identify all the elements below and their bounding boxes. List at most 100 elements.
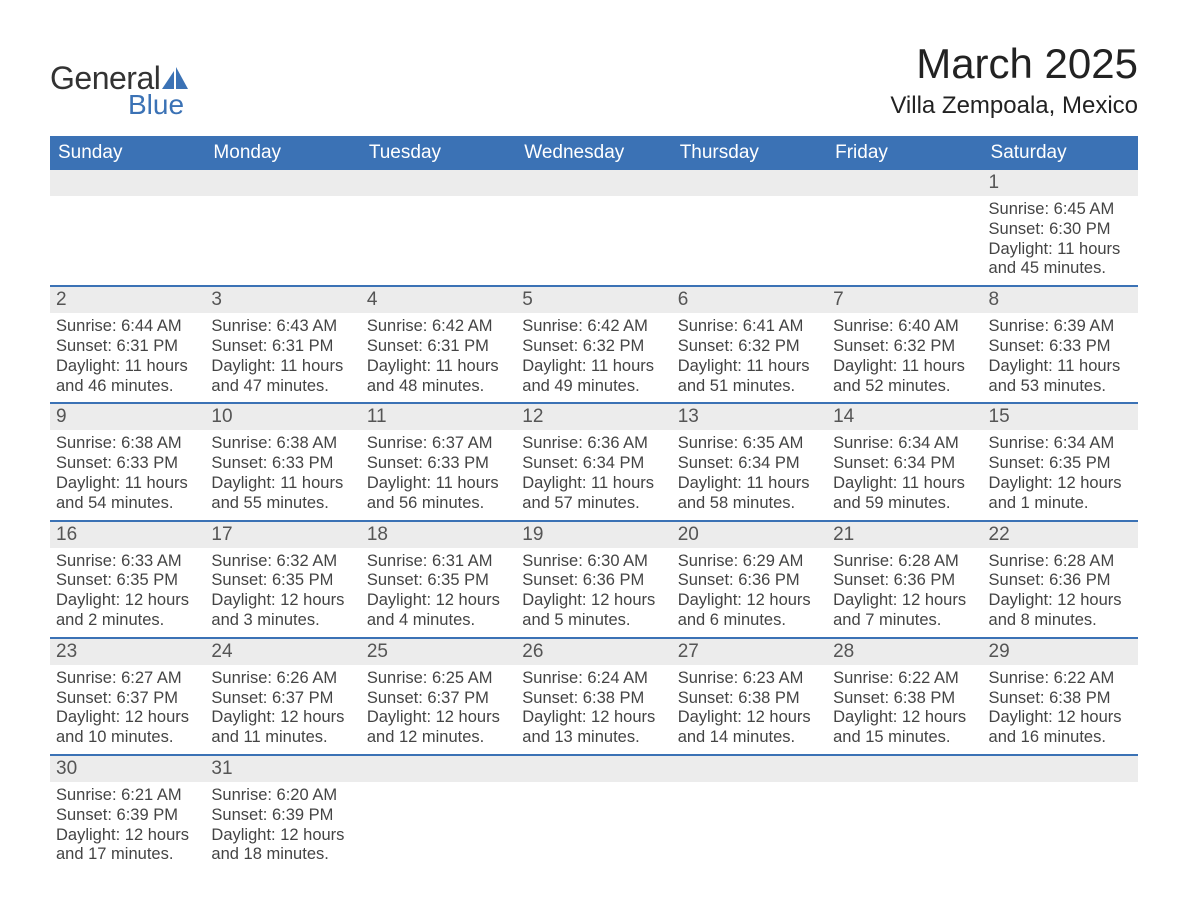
day-details: Sunrise: 6:35 AMSunset: 6:34 PMDaylight:… xyxy=(672,430,827,519)
day-daylight2: and 12 minutes. xyxy=(367,728,510,748)
calendar-week-row: 9Sunrise: 6:38 AMSunset: 6:33 PMDaylight… xyxy=(50,403,1138,520)
day-number: 27 xyxy=(672,639,827,665)
day-sunset: Sunset: 6:32 PM xyxy=(522,337,665,357)
calendar-cell: 15Sunrise: 6:34 AMSunset: 6:35 PMDayligh… xyxy=(983,403,1138,520)
daynum-bar-empty xyxy=(672,170,827,196)
day-daylight2: and 47 minutes. xyxy=(211,377,354,397)
calendar-cell: 19Sunrise: 6:30 AMSunset: 6:36 PMDayligh… xyxy=(516,521,671,638)
day-number: 22 xyxy=(983,522,1138,548)
day-number: 9 xyxy=(50,404,205,430)
day-sunset: Sunset: 6:33 PM xyxy=(211,454,354,474)
daycontent-empty xyxy=(672,196,827,226)
day-sunset: Sunset: 6:37 PM xyxy=(56,689,199,709)
daynum-bar-empty xyxy=(361,170,516,196)
day-number: 13 xyxy=(672,404,827,430)
day-number: 2 xyxy=(50,287,205,313)
day-daylight1: Daylight: 12 hours xyxy=(522,591,665,611)
day-daylight2: and 59 minutes. xyxy=(833,494,976,514)
calendar-cell: 5Sunrise: 6:42 AMSunset: 6:32 PMDaylight… xyxy=(516,286,671,403)
calendar-cell: 25Sunrise: 6:25 AMSunset: 6:37 PMDayligh… xyxy=(361,638,516,755)
day-daylight2: and 49 minutes. xyxy=(522,377,665,397)
day-number: 28 xyxy=(827,639,982,665)
calendar-cell: 28Sunrise: 6:22 AMSunset: 6:38 PMDayligh… xyxy=(827,638,982,755)
day-daylight2: and 45 minutes. xyxy=(989,259,1132,279)
calendar-cell: 12Sunrise: 6:36 AMSunset: 6:34 PMDayligh… xyxy=(516,403,671,520)
day-number: 31 xyxy=(205,756,360,782)
day-sunrise: Sunrise: 6:32 AM xyxy=(211,552,354,572)
calendar-cell: 4Sunrise: 6:42 AMSunset: 6:31 PMDaylight… xyxy=(361,286,516,403)
day-sunrise: Sunrise: 6:22 AM xyxy=(833,669,976,689)
day-sunset: Sunset: 6:35 PM xyxy=(56,571,199,591)
day-daylight1: Daylight: 12 hours xyxy=(989,708,1132,728)
day-daylight2: and 8 minutes. xyxy=(989,611,1132,631)
day-sunrise: Sunrise: 6:37 AM xyxy=(367,434,510,454)
calendar-cell: 11Sunrise: 6:37 AMSunset: 6:33 PMDayligh… xyxy=(361,403,516,520)
day-daylight1: Daylight: 12 hours xyxy=(522,708,665,728)
calendar-cell: 20Sunrise: 6:29 AMSunset: 6:36 PMDayligh… xyxy=(672,521,827,638)
day-daylight2: and 58 minutes. xyxy=(678,494,821,514)
calendar-cell xyxy=(361,755,516,871)
weekday-header: Saturday xyxy=(983,136,1138,170)
logo: General Blue xyxy=(50,60,188,121)
day-sunset: Sunset: 6:32 PM xyxy=(678,337,821,357)
day-number: 12 xyxy=(516,404,671,430)
weekday-header: Wednesday xyxy=(516,136,671,170)
day-daylight2: and 53 minutes. xyxy=(989,377,1132,397)
day-daylight1: Daylight: 11 hours xyxy=(678,474,821,494)
calendar-cell: 16Sunrise: 6:33 AMSunset: 6:35 PMDayligh… xyxy=(50,521,205,638)
day-details: Sunrise: 6:34 AMSunset: 6:35 PMDaylight:… xyxy=(983,430,1138,519)
weekday-header: Friday xyxy=(827,136,982,170)
logo-sail-icon xyxy=(162,67,188,89)
day-daylight2: and 7 minutes. xyxy=(833,611,976,631)
day-details: Sunrise: 6:30 AMSunset: 6:36 PMDaylight:… xyxy=(516,548,671,637)
day-daylight2: and 48 minutes. xyxy=(367,377,510,397)
calendar-cell: 1Sunrise: 6:45 AMSunset: 6:30 PMDaylight… xyxy=(983,170,1138,286)
calendar-cell: 26Sunrise: 6:24 AMSunset: 6:38 PMDayligh… xyxy=(516,638,671,755)
day-daylight1: Daylight: 12 hours xyxy=(211,708,354,728)
day-sunrise: Sunrise: 6:29 AM xyxy=(678,552,821,572)
day-number: 21 xyxy=(827,522,982,548)
day-sunrise: Sunrise: 6:26 AM xyxy=(211,669,354,689)
day-sunset: Sunset: 6:39 PM xyxy=(211,806,354,826)
day-sunset: Sunset: 6:36 PM xyxy=(522,571,665,591)
day-sunset: Sunset: 6:30 PM xyxy=(989,220,1132,240)
day-daylight1: Daylight: 12 hours xyxy=(56,826,199,846)
calendar-cell: 7Sunrise: 6:40 AMSunset: 6:32 PMDaylight… xyxy=(827,286,982,403)
day-sunrise: Sunrise: 6:33 AM xyxy=(56,552,199,572)
weekday-header: Monday xyxy=(205,136,360,170)
day-number: 26 xyxy=(516,639,671,665)
day-daylight2: and 14 minutes. xyxy=(678,728,821,748)
daynum-bar-empty xyxy=(361,756,516,782)
day-number: 24 xyxy=(205,639,360,665)
calendar-week-row: 23Sunrise: 6:27 AMSunset: 6:37 PMDayligh… xyxy=(50,638,1138,755)
day-daylight1: Daylight: 12 hours xyxy=(678,591,821,611)
title-block: March 2025 Villa Zempoala, Mexico xyxy=(890,40,1138,120)
day-details: Sunrise: 6:21 AMSunset: 6:39 PMDaylight:… xyxy=(50,782,205,871)
day-sunrise: Sunrise: 6:30 AM xyxy=(522,552,665,572)
day-number: 14 xyxy=(827,404,982,430)
calendar-week-row: 16Sunrise: 6:33 AMSunset: 6:35 PMDayligh… xyxy=(50,521,1138,638)
calendar-cell: 22Sunrise: 6:28 AMSunset: 6:36 PMDayligh… xyxy=(983,521,1138,638)
day-details: Sunrise: 6:22 AMSunset: 6:38 PMDaylight:… xyxy=(827,665,982,754)
day-sunrise: Sunrise: 6:21 AM xyxy=(56,786,199,806)
day-sunrise: Sunrise: 6:28 AM xyxy=(833,552,976,572)
day-sunrise: Sunrise: 6:25 AM xyxy=(367,669,510,689)
day-details: Sunrise: 6:38 AMSunset: 6:33 PMDaylight:… xyxy=(50,430,205,519)
day-details: Sunrise: 6:31 AMSunset: 6:35 PMDaylight:… xyxy=(361,548,516,637)
daycontent-empty xyxy=(516,196,671,226)
day-daylight2: and 15 minutes. xyxy=(833,728,976,748)
calendar-week-row: 1Sunrise: 6:45 AMSunset: 6:30 PMDaylight… xyxy=(50,170,1138,286)
day-details: Sunrise: 6:43 AMSunset: 6:31 PMDaylight:… xyxy=(205,313,360,402)
calendar-cell xyxy=(205,170,360,286)
day-number: 23 xyxy=(50,639,205,665)
day-daylight2: and 52 minutes. xyxy=(833,377,976,397)
calendar-cell: 6Sunrise: 6:41 AMSunset: 6:32 PMDaylight… xyxy=(672,286,827,403)
day-daylight1: Daylight: 11 hours xyxy=(989,357,1132,377)
day-sunset: Sunset: 6:38 PM xyxy=(989,689,1132,709)
day-sunset: Sunset: 6:38 PM xyxy=(522,689,665,709)
daynum-bar-empty xyxy=(983,756,1138,782)
calendar-week-row: 2Sunrise: 6:44 AMSunset: 6:31 PMDaylight… xyxy=(50,286,1138,403)
calendar-cell: 8Sunrise: 6:39 AMSunset: 6:33 PMDaylight… xyxy=(983,286,1138,403)
day-details: Sunrise: 6:23 AMSunset: 6:38 PMDaylight:… xyxy=(672,665,827,754)
day-number: 4 xyxy=(361,287,516,313)
